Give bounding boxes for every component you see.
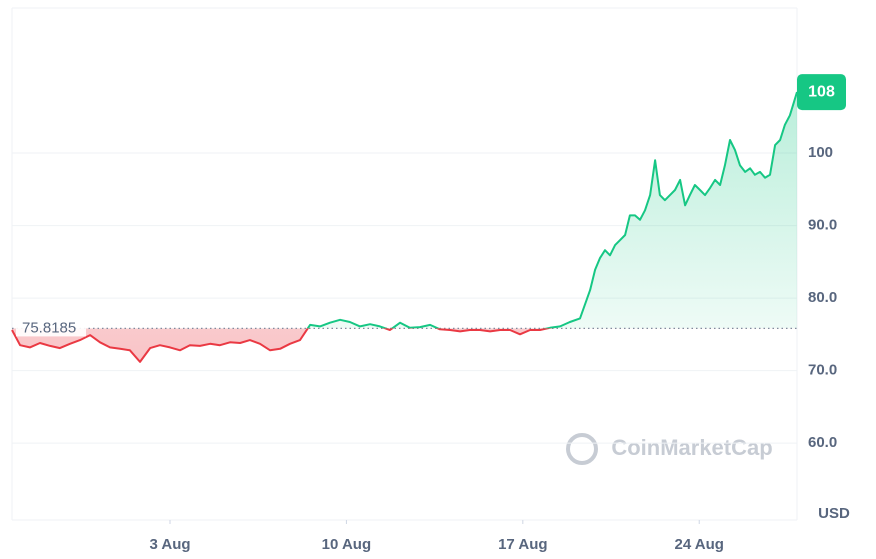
current-price-tag <box>797 74 846 111</box>
baseline-label-bg <box>16 318 86 337</box>
x-tick-label: 24 Aug <box>674 536 723 553</box>
y-tick-label: 60.0 <box>808 434 837 451</box>
y-tick-label: 100 <box>808 144 833 161</box>
baseline-label: 75.8185 <box>22 319 76 336</box>
y-tick-label: 90.0 <box>808 217 837 234</box>
watermark-logo <box>566 433 598 465</box>
y-tick-label: 80.0 <box>808 289 837 306</box>
area-up <box>307 92 797 329</box>
currency-label: USD <box>818 505 850 522</box>
price-line-up <box>306 91 798 329</box>
x-tick-label: 3 Aug <box>149 536 190 553</box>
area-down <box>12 328 797 362</box>
price-line-down <box>11 328 553 363</box>
y-tick-label: 70.0 <box>808 362 837 379</box>
x-tick-label: 10 Aug <box>322 536 371 553</box>
current-price-label: 108 <box>808 83 835 100</box>
watermark: CoinMarketCap <box>611 435 772 460</box>
x-tick-label: 17 Aug <box>498 536 547 553</box>
